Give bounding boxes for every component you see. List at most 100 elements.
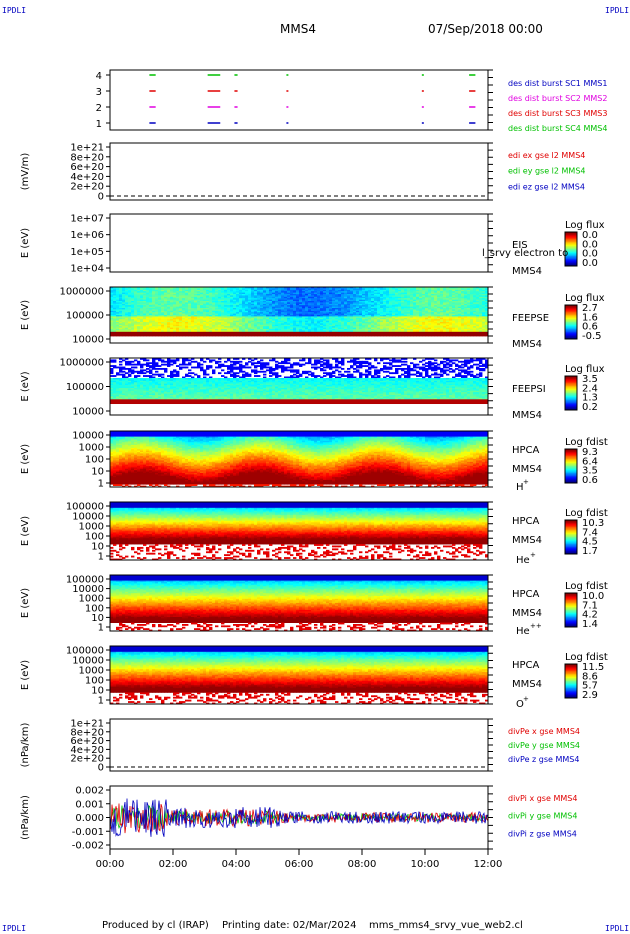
heatmap-cell bbox=[182, 312, 186, 314]
heatmap-cell bbox=[212, 308, 216, 310]
heatmap-cell bbox=[125, 292, 129, 295]
heatmap-cell bbox=[113, 306, 117, 309]
heatmap-cell bbox=[155, 373, 159, 376]
heatmap-cell bbox=[161, 326, 165, 328]
heatmap-cell bbox=[119, 373, 123, 376]
heatmap-cell bbox=[206, 324, 210, 327]
heatmap-cell bbox=[140, 292, 144, 295]
heatmap-cell bbox=[197, 322, 201, 324]
heatmap-cell bbox=[224, 296, 228, 299]
heatmap-cell bbox=[215, 306, 219, 309]
heatmap-cell bbox=[185, 320, 189, 323]
heatmap-cell bbox=[209, 299, 213, 302]
heatmap-cell bbox=[197, 330, 201, 333]
heatmap-cell bbox=[140, 310, 144, 313]
heatmap-cell bbox=[125, 315, 129, 317]
heatmap-cell bbox=[110, 323, 114, 326]
heatmap-cell bbox=[113, 295, 117, 298]
heatmap-cell bbox=[155, 292, 159, 295]
heatmap-cell bbox=[158, 299, 162, 302]
heatmap-cell bbox=[236, 310, 240, 313]
heatmap-cell bbox=[119, 303, 123, 306]
heatmap-cell bbox=[176, 326, 180, 328]
heatmap-cell bbox=[125, 289, 129, 292]
heatmap-cell bbox=[149, 333, 153, 335]
heatmap-cell bbox=[239, 313, 243, 316]
heatmap-cell bbox=[221, 313, 225, 316]
heatmap-cell bbox=[158, 308, 162, 310]
heatmap-cell bbox=[167, 320, 171, 323]
heatmap-cell bbox=[275, 334, 279, 337]
heatmap-cell bbox=[140, 312, 144, 314]
heatmap-cell bbox=[158, 326, 162, 328]
heatmap-cell bbox=[203, 296, 207, 299]
heatmap-cell bbox=[203, 312, 207, 314]
heatmap-cell bbox=[233, 306, 237, 309]
heatmap-cell bbox=[203, 327, 207, 330]
heatmap-cell bbox=[146, 312, 150, 314]
heatmap-cell bbox=[209, 310, 213, 313]
heatmap-cell bbox=[410, 334, 414, 337]
heatmap-cell bbox=[170, 329, 174, 331]
heatmap-cell bbox=[188, 333, 192, 335]
heatmap-cell bbox=[221, 303, 225, 306]
heatmap-cell bbox=[227, 327, 231, 330]
heatmap-cell bbox=[296, 334, 300, 337]
heatmap-cell bbox=[137, 292, 141, 295]
heatmap-cell bbox=[236, 296, 240, 299]
heatmap-cell bbox=[125, 326, 129, 328]
heatmap-cell bbox=[212, 288, 216, 291]
heatmap-cell bbox=[116, 373, 120, 376]
heatmap-cell bbox=[164, 326, 168, 328]
heatmap-cell bbox=[167, 289, 171, 292]
heatmap-cell bbox=[137, 289, 141, 292]
heatmap-cell bbox=[194, 295, 198, 298]
heatmap-cell bbox=[233, 305, 237, 307]
heatmap-cell bbox=[242, 334, 246, 337]
heatmap-cell bbox=[119, 294, 123, 296]
heatmap-cell bbox=[239, 308, 243, 310]
heatmap-cell bbox=[224, 317, 228, 320]
corner-label-top-left: IPDLI bbox=[2, 6, 26, 15]
heatmap-cell bbox=[245, 303, 249, 306]
heatmap-cell bbox=[224, 326, 228, 328]
heatmap-cell bbox=[218, 303, 222, 306]
heatmap-cell bbox=[161, 298, 165, 300]
heatmap-cell bbox=[224, 309, 228, 312]
heatmap-cell bbox=[116, 310, 120, 313]
heatmap-cell bbox=[248, 303, 252, 306]
heatmap-cell bbox=[218, 287, 222, 289]
heatmap-cell bbox=[170, 323, 174, 326]
heatmap-cell bbox=[131, 295, 135, 298]
heatmap-cell bbox=[188, 306, 192, 309]
heatmap-cell bbox=[212, 294, 216, 296]
heatmap-cell bbox=[146, 329, 150, 331]
heatmap-cell bbox=[179, 313, 183, 316]
heatmap-cell bbox=[164, 315, 168, 317]
heatmap-cell bbox=[164, 288, 168, 291]
heatmap-cell bbox=[149, 331, 153, 334]
heatmap-cell bbox=[158, 288, 162, 291]
colorbar-tick-label: -0.5 bbox=[582, 331, 602, 342]
heatmap-cell bbox=[200, 331, 204, 334]
heatmap-cell bbox=[227, 319, 231, 321]
heatmap-cell bbox=[128, 313, 132, 316]
heatmap-cell bbox=[128, 326, 132, 328]
heatmap-cell bbox=[212, 316, 216, 319]
heatmap-cell bbox=[239, 320, 243, 323]
heatmap-cell bbox=[194, 326, 198, 328]
heatmap-cell bbox=[131, 316, 135, 319]
heatmap-cell bbox=[233, 288, 237, 291]
heatmap-cell bbox=[152, 306, 156, 309]
heatmap-cell bbox=[170, 310, 174, 313]
heatmap-cell bbox=[185, 323, 189, 326]
heatmap-cell bbox=[134, 316, 138, 319]
heatmap-cell bbox=[230, 324, 234, 327]
heatmap-cell bbox=[200, 298, 204, 300]
heatmap-cell bbox=[188, 295, 192, 298]
heatmap-cell bbox=[173, 287, 177, 289]
heatmap-cell bbox=[218, 319, 222, 321]
heatmap-cell bbox=[218, 291, 222, 293]
heatmap-cell bbox=[377, 334, 381, 337]
